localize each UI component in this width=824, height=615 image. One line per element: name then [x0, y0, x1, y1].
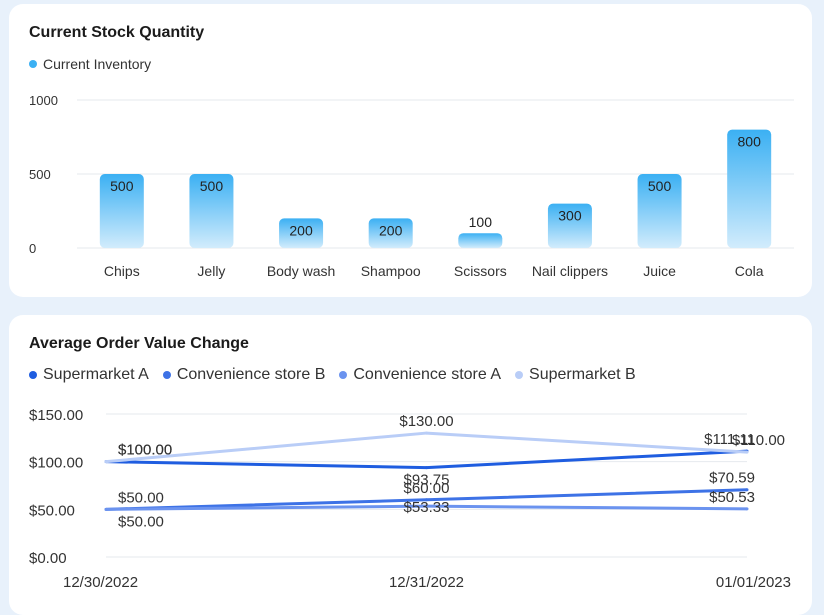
stock-chart-title: Current Stock Quantity — [29, 24, 205, 41]
data-point[interactable] — [425, 466, 428, 470]
data-point[interactable] — [104, 460, 108, 464]
point-value-label: $50.00 — [118, 489, 164, 506]
point-value-label: $70.59 — [709, 470, 755, 487]
y-tick-label: $100.00 — [29, 455, 83, 472]
bar-jelly[interactable] — [189, 174, 234, 248]
point-value-label: $111.11 — [704, 431, 755, 448]
x-tick-label: 01/01/2023 — [716, 574, 791, 591]
y-tick-label: $0.00 — [29, 550, 67, 567]
data-point[interactable] — [104, 507, 108, 511]
point-value-label: $100.00 — [118, 442, 172, 459]
y-tick-label: 500 — [29, 167, 51, 182]
legend-item-convenience-store-b[interactable]: Convenience store B — [162, 366, 326, 384]
bar-scissors[interactable] — [458, 233, 503, 248]
x-tick-label: 12/31/2022 — [389, 574, 464, 591]
point-value-label: $53.33 — [404, 499, 450, 516]
point-value-label: $100.00 — [118, 442, 172, 459]
y-tick-label: $50.00 — [29, 502, 75, 519]
legend-label: Supermarket A — [43, 366, 149, 383]
point-value-label: $50.00 — [118, 513, 164, 530]
legend-dot — [29, 60, 37, 68]
data-point[interactable] — [745, 507, 749, 511]
bar-cola[interactable] — [727, 129, 772, 248]
x-tick-label: Chips — [104, 263, 140, 279]
legend-label: Convenience store A — [353, 366, 502, 383]
point-value-label: $60.00 — [404, 480, 450, 497]
data-point[interactable] — [745, 488, 749, 492]
bar-value-label: 200 — [379, 222, 403, 238]
stock-quantity-card: Current Stock Quantity Current Inventory… — [9, 4, 812, 297]
point-value-label: $93.75 — [404, 472, 450, 489]
bar-value-label: 200 — [289, 222, 313, 238]
x-tick-label: Body wash — [267, 263, 335, 279]
legend-dot — [515, 371, 524, 379]
bar-value-label: 800 — [738, 134, 762, 150]
legend-label: Convenience store B — [176, 366, 326, 383]
bar-value-label: 500 — [110, 178, 134, 194]
x-tick-label: 12/30/2022 — [63, 574, 138, 591]
y-tick-label: 0 — [29, 241, 36, 256]
x-tick-label: Juice — [643, 263, 676, 279]
stock-chart-legend: Current Inventory — [29, 56, 165, 72]
stock-bar-chart: 0 500 1000 500 Chips 500 Jelly 200 Body wash 200 S… — [29, 93, 794, 279]
bar-juice[interactable] — [637, 174, 682, 248]
x-tick-label: Cola — [735, 263, 764, 279]
data-point[interactable] — [425, 498, 428, 502]
legend-label: Current Inventory — [43, 56, 152, 72]
legend-item-supermarket-a[interactable]: Supermarket A — [29, 366, 149, 384]
x-tick-label: Scissors — [454, 263, 507, 279]
legend-dot — [29, 371, 37, 379]
data-point[interactable] — [425, 431, 428, 435]
order-chart-title: Average Order Value Change — [29, 335, 249, 352]
data-point[interactable] — [745, 450, 749, 454]
legend-item-convenience-store-a[interactable]: Convenience store A — [339, 366, 501, 384]
legend-item-current-inventory[interactable]: Current Inventory — [29, 56, 151, 72]
legend-item-supermarket-b[interactable]: Supermarket B — [515, 366, 636, 384]
bar-value-label: 500 — [200, 178, 224, 194]
x-tick-label: Shampoo — [361, 263, 421, 279]
x-tick-label: Nail clippers — [532, 263, 608, 279]
bar-body-wash[interactable] — [279, 218, 324, 248]
y-tick-label: $150.00 — [29, 407, 83, 424]
bar-shampoo[interactable] — [368, 218, 413, 248]
order-value-card: Average Order Value Change Supermarket A… — [9, 315, 812, 615]
point-value-label: $110.00 — [732, 432, 785, 449]
order-line-chart: $0.00 $50.00 $100.00 $150.00 12/30/2022 12/31… — [29, 407, 791, 591]
bar-value-label: 300 — [558, 208, 582, 224]
bar-value-label: 500 — [648, 178, 672, 194]
x-tick-label: Jelly — [197, 263, 225, 279]
order-chart-legend: Supermarket A Convenience store B Convenie… — [29, 366, 650, 384]
bar-value-label: 100 — [469, 214, 493, 230]
point-value-label: $50.53 — [709, 489, 755, 506]
legend-dot — [339, 371, 348, 379]
bar-chips[interactable] — [99, 174, 144, 248]
data-point[interactable] — [425, 504, 428, 508]
legend-dot — [162, 371, 171, 379]
y-tick-label: 1000 — [29, 93, 58, 108]
point-value-label: $130.00 — [399, 413, 453, 430]
bar-nail-clippers[interactable] — [547, 203, 592, 248]
legend-label: Supermarket B — [529, 366, 636, 383]
